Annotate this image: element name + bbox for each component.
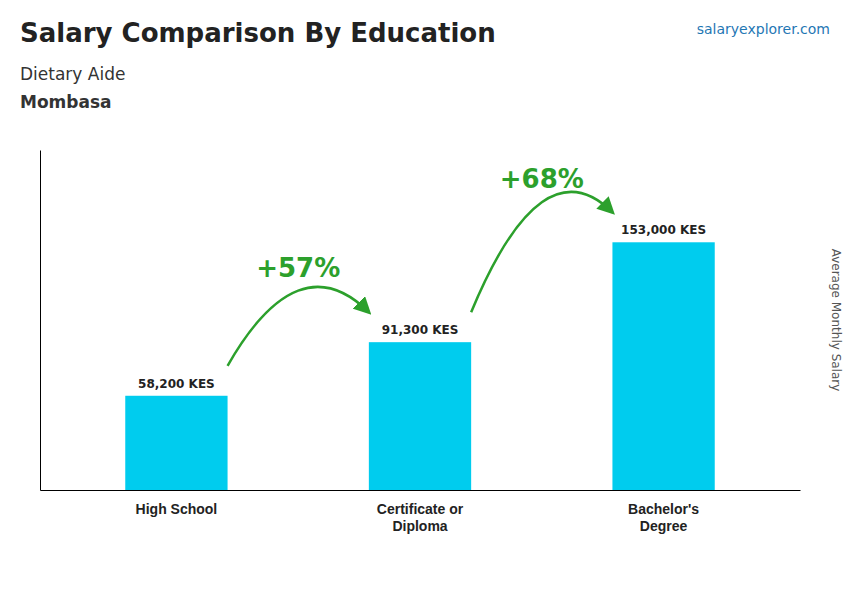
plot-area: High School Certificate orDiploma Bachelor…	[41, 151, 801, 534]
bars	[125, 242, 714, 490]
x-axis: High School Certificate orDiploma Bachelor…	[41, 491, 801, 534]
source: salaryexplorer.com	[697, 21, 830, 37]
y-axis-title: Average Monthly Salary	[829, 249, 843, 392]
x-tick-label: High School	[136, 501, 218, 517]
bar	[612, 242, 714, 490]
bar	[369, 342, 471, 490]
x-tick: Certificate orDiploma	[377, 501, 464, 534]
y-axis	[40, 151, 41, 491]
chart-svg: Salary Comparison By Education salaryexpl…	[0, 0, 850, 606]
data-label: 58,200 KES	[138, 377, 215, 391]
x-tick: Bachelor'sDegree	[628, 501, 699, 534]
bar	[125, 396, 227, 490]
annotation: +57%	[256, 253, 340, 283]
subtitle: Mombasa	[20, 92, 112, 112]
x-tick-label: Bachelor'sDegree	[628, 501, 699, 534]
annotation-arrow	[471, 192, 612, 312]
subtitle: Dietary Aide	[20, 64, 125, 84]
annotation: +68%	[500, 164, 584, 194]
data-label: 153,000 KES	[621, 223, 706, 237]
title: Salary Comparison By Education	[20, 18, 496, 48]
annotation-arrow	[228, 287, 369, 366]
x-tick-label: Certificate orDiploma	[377, 501, 464, 534]
x-axis-line	[41, 490, 801, 491]
data-label: 91,300 KES	[382, 323, 459, 337]
y-axis-line	[40, 151, 41, 491]
x-tick: High School	[136, 501, 218, 517]
